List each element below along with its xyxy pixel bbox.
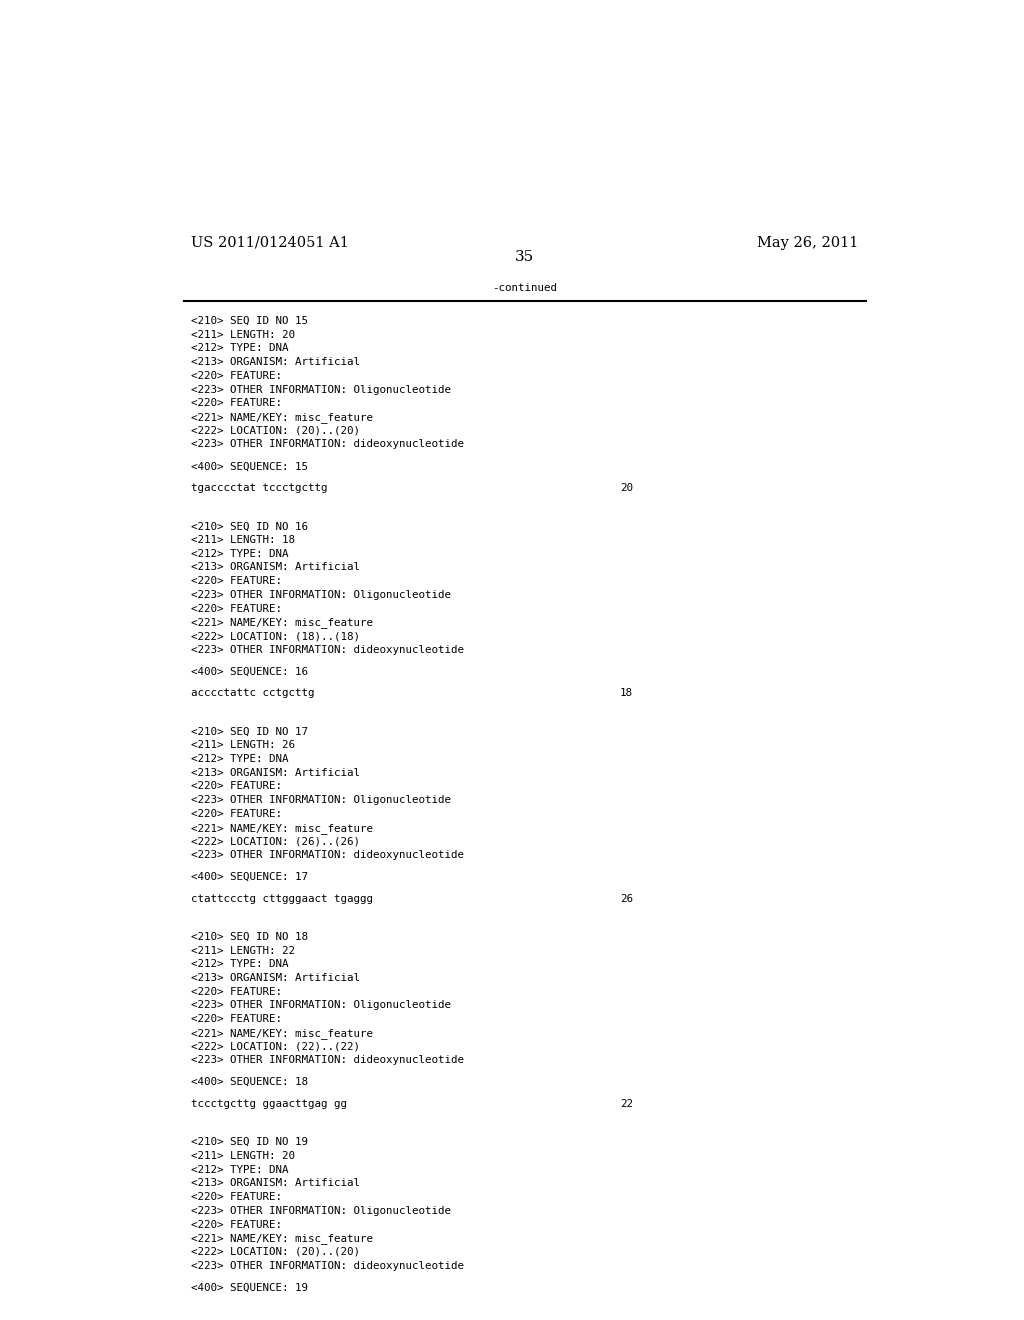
Text: <221> NAME/KEY: misc_feature: <221> NAME/KEY: misc_feature bbox=[191, 822, 374, 833]
Text: <212> TYPE: DNA: <212> TYPE: DNA bbox=[191, 960, 289, 969]
Text: <210> SEQ ID NO 15: <210> SEQ ID NO 15 bbox=[191, 315, 308, 326]
Text: 20: 20 bbox=[620, 483, 633, 494]
Text: <400> SEQUENCE: 17: <400> SEQUENCE: 17 bbox=[191, 873, 308, 882]
Text: <220> FEATURE:: <220> FEATURE: bbox=[191, 1014, 283, 1024]
Text: 26: 26 bbox=[620, 894, 633, 904]
Text: <213> ORGANISM: Artificial: <213> ORGANISM: Artificial bbox=[191, 1179, 360, 1188]
Text: <400> SEQUENCE: 19: <400> SEQUENCE: 19 bbox=[191, 1283, 308, 1292]
Text: <222> LOCATION: (26)..(26): <222> LOCATION: (26)..(26) bbox=[191, 837, 360, 846]
Text: <212> TYPE: DNA: <212> TYPE: DNA bbox=[191, 1164, 289, 1175]
Text: <223> OTHER INFORMATION: dideoxynucleotide: <223> OTHER INFORMATION: dideoxynucleoti… bbox=[191, 440, 465, 449]
Text: <220> FEATURE:: <220> FEATURE: bbox=[191, 603, 283, 614]
Text: <400> SEQUENCE: 18: <400> SEQUENCE: 18 bbox=[191, 1077, 308, 1088]
Text: <222> LOCATION: (20)..(20): <222> LOCATION: (20)..(20) bbox=[191, 426, 360, 436]
Text: <211> LENGTH: 22: <211> LENGTH: 22 bbox=[191, 945, 296, 956]
Text: <210> SEQ ID NO 19: <210> SEQ ID NO 19 bbox=[191, 1138, 308, 1147]
Text: <213> ORGANISM: Artificial: <213> ORGANISM: Artificial bbox=[191, 562, 360, 573]
Text: <212> TYPE: DNA: <212> TYPE: DNA bbox=[191, 343, 289, 354]
Text: <211> LENGTH: 18: <211> LENGTH: 18 bbox=[191, 535, 296, 545]
Text: <223> OTHER INFORMATION: dideoxynucleotide: <223> OTHER INFORMATION: dideoxynucleoti… bbox=[191, 1261, 465, 1271]
Text: <213> ORGANISM: Artificial: <213> ORGANISM: Artificial bbox=[191, 768, 360, 777]
Text: <222> LOCATION: (22)..(22): <222> LOCATION: (22)..(22) bbox=[191, 1041, 360, 1052]
Text: tccctgcttg ggaacttgag gg: tccctgcttg ggaacttgag gg bbox=[191, 1100, 347, 1109]
Text: <221> NAME/KEY: misc_feature: <221> NAME/KEY: misc_feature bbox=[191, 1028, 374, 1039]
Text: <223> OTHER INFORMATION: Oligonucleotide: <223> OTHER INFORMATION: Oligonucleotide bbox=[191, 384, 452, 395]
Text: <220> FEATURE:: <220> FEATURE: bbox=[191, 1192, 283, 1203]
Text: -continued: -continued bbox=[493, 282, 557, 293]
Text: <212> TYPE: DNA: <212> TYPE: DNA bbox=[191, 754, 289, 764]
Text: <221> NAME/KEY: misc_feature: <221> NAME/KEY: misc_feature bbox=[191, 412, 374, 422]
Text: <221> NAME/KEY: misc_feature: <221> NAME/KEY: misc_feature bbox=[191, 1233, 374, 1245]
Text: 35: 35 bbox=[515, 249, 535, 264]
Text: <220> FEATURE:: <220> FEATURE: bbox=[191, 987, 283, 997]
Text: <223> OTHER INFORMATION: Oligonucleotide: <223> OTHER INFORMATION: Oligonucleotide bbox=[191, 1205, 452, 1216]
Text: US 2011/0124051 A1: US 2011/0124051 A1 bbox=[191, 236, 349, 249]
Text: <220> FEATURE:: <220> FEATURE: bbox=[191, 576, 283, 586]
Text: <220> FEATURE:: <220> FEATURE: bbox=[191, 781, 283, 792]
Text: <211> LENGTH: 26: <211> LENGTH: 26 bbox=[191, 741, 296, 750]
Text: <220> FEATURE:: <220> FEATURE: bbox=[191, 371, 283, 381]
Text: ctattccctg cttgggaact tgaggg: ctattccctg cttgggaact tgaggg bbox=[191, 894, 374, 904]
Text: <223> OTHER INFORMATION: Oligonucleotide: <223> OTHER INFORMATION: Oligonucleotide bbox=[191, 590, 452, 599]
Text: <220> FEATURE:: <220> FEATURE: bbox=[191, 809, 283, 818]
Text: <210> SEQ ID NO 16: <210> SEQ ID NO 16 bbox=[191, 521, 308, 531]
Text: <213> ORGANISM: Artificial: <213> ORGANISM: Artificial bbox=[191, 358, 360, 367]
Text: <211> LENGTH: 20: <211> LENGTH: 20 bbox=[191, 1151, 296, 1160]
Text: <210> SEQ ID NO 18: <210> SEQ ID NO 18 bbox=[191, 932, 308, 942]
Text: <210> SEQ ID NO 17: <210> SEQ ID NO 17 bbox=[191, 726, 308, 737]
Text: <400> SEQUENCE: 15: <400> SEQUENCE: 15 bbox=[191, 461, 308, 471]
Text: <400> SEQUENCE: 16: <400> SEQUENCE: 16 bbox=[191, 667, 308, 677]
Text: tgacccctat tccctgcttg: tgacccctat tccctgcttg bbox=[191, 483, 328, 494]
Text: <213> ORGANISM: Artificial: <213> ORGANISM: Artificial bbox=[191, 973, 360, 983]
Text: <220> FEATURE:: <220> FEATURE: bbox=[191, 399, 283, 408]
Text: 22: 22 bbox=[620, 1100, 633, 1109]
Text: <211> LENGTH: 20: <211> LENGTH: 20 bbox=[191, 330, 296, 339]
Text: <221> NAME/KEY: misc_feature: <221> NAME/KEY: misc_feature bbox=[191, 618, 374, 628]
Text: May 26, 2011: May 26, 2011 bbox=[757, 236, 858, 249]
Text: <222> LOCATION: (18)..(18): <222> LOCATION: (18)..(18) bbox=[191, 631, 360, 642]
Text: <223> OTHER INFORMATION: dideoxynucleotide: <223> OTHER INFORMATION: dideoxynucleoti… bbox=[191, 644, 465, 655]
Text: <223> OTHER INFORMATION: dideoxynucleotide: <223> OTHER INFORMATION: dideoxynucleoti… bbox=[191, 1056, 465, 1065]
Text: 18: 18 bbox=[620, 689, 633, 698]
Text: <220> FEATURE:: <220> FEATURE: bbox=[191, 1220, 283, 1229]
Text: <223> OTHER INFORMATION: Oligonucleotide: <223> OTHER INFORMATION: Oligonucleotide bbox=[191, 1001, 452, 1011]
Text: <223> OTHER INFORMATION: dideoxynucleotide: <223> OTHER INFORMATION: dideoxynucleoti… bbox=[191, 850, 465, 861]
Text: acccctattc cctgcttg: acccctattc cctgcttg bbox=[191, 689, 315, 698]
Text: <223> OTHER INFORMATION: Oligonucleotide: <223> OTHER INFORMATION: Oligonucleotide bbox=[191, 795, 452, 805]
Text: <212> TYPE: DNA: <212> TYPE: DNA bbox=[191, 549, 289, 558]
Text: <222> LOCATION: (20)..(20): <222> LOCATION: (20)..(20) bbox=[191, 1247, 360, 1257]
